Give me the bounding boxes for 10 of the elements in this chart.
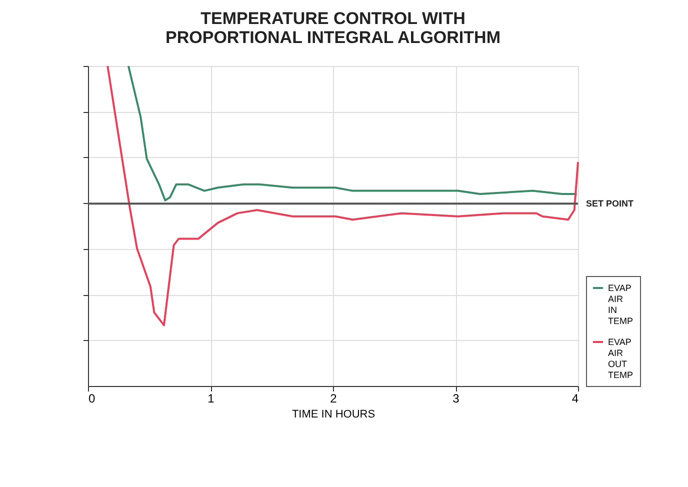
x-axis-title: TIME IN HOURS: [292, 408, 376, 420]
x-tick-label: 3: [452, 392, 460, 406]
legend-label: EVAP AIR OUT TEMP: [608, 337, 634, 380]
x-tick-label: 4: [572, 392, 579, 406]
chart-title: TEMPERATURE CONTROL WITH PROPORTIONAL INTEGRAL ALGORITHM: [166, 9, 500, 47]
x-tick-label: 2: [330, 392, 338, 406]
x-tick-label: 1: [208, 392, 215, 406]
ref-line-label: SET POINT: [586, 198, 634, 209]
x-tick-label: 0: [88, 392, 96, 406]
legend-label: EVAP AIR IN TEMP: [608, 283, 634, 326]
